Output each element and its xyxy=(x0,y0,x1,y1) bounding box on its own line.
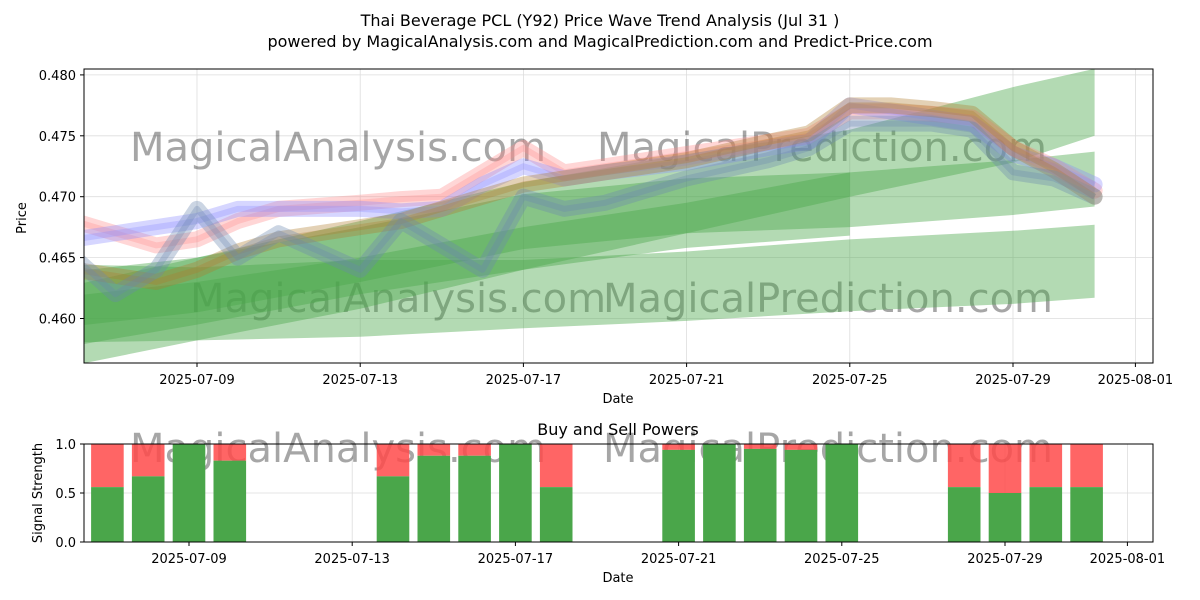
buy-bar xyxy=(213,460,247,542)
x-tick-label: 2025-07-17 xyxy=(486,373,562,388)
sell-bar xyxy=(947,444,981,488)
gridlines xyxy=(84,69,1153,363)
y-tick-label: 0.460 xyxy=(39,313,76,328)
wave-series-line xyxy=(84,97,1103,247)
watermark-text: MagicalPrediction.com xyxy=(603,276,1053,322)
buy-bar xyxy=(172,444,206,542)
y-tick-label: 0.5 xyxy=(55,487,76,502)
sell-bar xyxy=(417,444,451,456)
x-tick-label: 2025-07-29 xyxy=(975,373,1051,388)
buy-bar xyxy=(947,487,981,542)
y-tick-label: 1.0 xyxy=(55,438,76,453)
wave-series-core xyxy=(84,102,1097,285)
buy-sell-panel: MagicalAnalysis.comMagicalPrediction.com… xyxy=(55,426,1165,567)
y-tick-label: 0.470 xyxy=(39,191,76,206)
buy-bar xyxy=(458,455,491,542)
green-bands xyxy=(84,69,1095,363)
y-tick-label: 0.0 xyxy=(55,536,76,551)
buy-bar xyxy=(1070,487,1103,542)
bottom-panel-title: Buy and Sell Powers xyxy=(537,420,699,439)
forecast-band xyxy=(84,151,1095,326)
buy-bar xyxy=(1029,487,1063,542)
sell-bar xyxy=(988,444,1022,493)
watermark-text: MagicalAnalysis.com xyxy=(190,276,606,322)
watermark-text: MagicalPrediction.com xyxy=(597,125,1047,171)
x-tick-label: 2025-07-13 xyxy=(314,552,390,567)
watermarks: MagicalAnalysis.com MagicalPrediction.com… xyxy=(130,125,1053,322)
x-tick-label: 2025-07-21 xyxy=(641,552,717,567)
plot-background xyxy=(84,69,1153,363)
sell-bar xyxy=(743,444,777,449)
forecast-band xyxy=(84,69,1095,363)
x-tick-label: 2025-07-09 xyxy=(159,373,235,388)
y-tick-label: 0.475 xyxy=(39,130,76,145)
sell-bar xyxy=(131,444,165,477)
sell-bar xyxy=(1029,444,1063,488)
buy-bar xyxy=(662,449,695,542)
x-tick-label: 2025-07-25 xyxy=(812,373,888,388)
bottom-y-axis-label: Signal Strength xyxy=(31,443,46,543)
wave-series-line xyxy=(84,97,1103,290)
wave-series-core xyxy=(84,108,1097,249)
chart-subtitle: powered by MagicalAnalysis.com and Magic… xyxy=(267,32,932,51)
sell-bar xyxy=(458,444,491,456)
x-tick-label: 2025-07-21 xyxy=(649,373,725,388)
sell-bar xyxy=(376,444,410,477)
x-tick-label: 2025-08-01 xyxy=(1098,373,1174,388)
x-tick-label: 2025-07-17 xyxy=(478,552,554,567)
plot-frame xyxy=(83,68,1154,364)
y-tick-label: 0.480 xyxy=(39,69,76,84)
wave-series-line xyxy=(84,103,1103,254)
sell-bar xyxy=(539,444,573,488)
buy-bar xyxy=(131,476,165,542)
buy-bar xyxy=(539,487,573,542)
chart-title: Thai Beverage PCL (Y92) Price Wave Trend… xyxy=(360,11,840,30)
wave-lines xyxy=(84,97,1103,303)
sell-bar xyxy=(91,444,124,488)
buy-bar xyxy=(825,444,859,542)
x-tick-label: 2025-07-25 xyxy=(804,552,880,567)
x-tick-label: 2025-07-13 xyxy=(322,373,398,388)
signal-bars xyxy=(91,444,1103,542)
watermark-text: MagicalAnalysis.com xyxy=(130,125,546,171)
sell-bar xyxy=(213,444,247,461)
buy-bar xyxy=(988,493,1022,542)
wave-series-core xyxy=(84,102,1096,241)
x-tick-label: 2025-08-01 xyxy=(1090,552,1166,567)
sell-bar xyxy=(1070,444,1103,488)
top-x-axis-label: Date xyxy=(602,392,633,407)
sell-bar xyxy=(662,444,695,450)
buy-bar xyxy=(499,444,532,542)
forecast-band xyxy=(84,172,850,344)
forecast-band xyxy=(84,224,1095,343)
sell-bar xyxy=(784,444,818,450)
buy-bar xyxy=(743,448,777,542)
y-tick-label: 0.465 xyxy=(39,252,76,267)
buy-bar xyxy=(91,487,124,542)
price-wave-panel: MagicalAnalysis.com MagicalPrediction.com… xyxy=(39,68,1174,388)
buy-bar xyxy=(784,449,818,542)
x-tick-label: 2025-07-29 xyxy=(967,552,1043,567)
wave-series-line xyxy=(84,115,1103,303)
x-tick-label: 2025-07-09 xyxy=(151,552,227,567)
wave-series-core xyxy=(84,120,1096,298)
bottom-x-axis-label: Date xyxy=(602,571,633,586)
buy-bar xyxy=(703,444,736,542)
buy-bar xyxy=(417,455,451,542)
top-y-axis-label: Price xyxy=(15,202,30,234)
buy-bar xyxy=(376,476,410,542)
